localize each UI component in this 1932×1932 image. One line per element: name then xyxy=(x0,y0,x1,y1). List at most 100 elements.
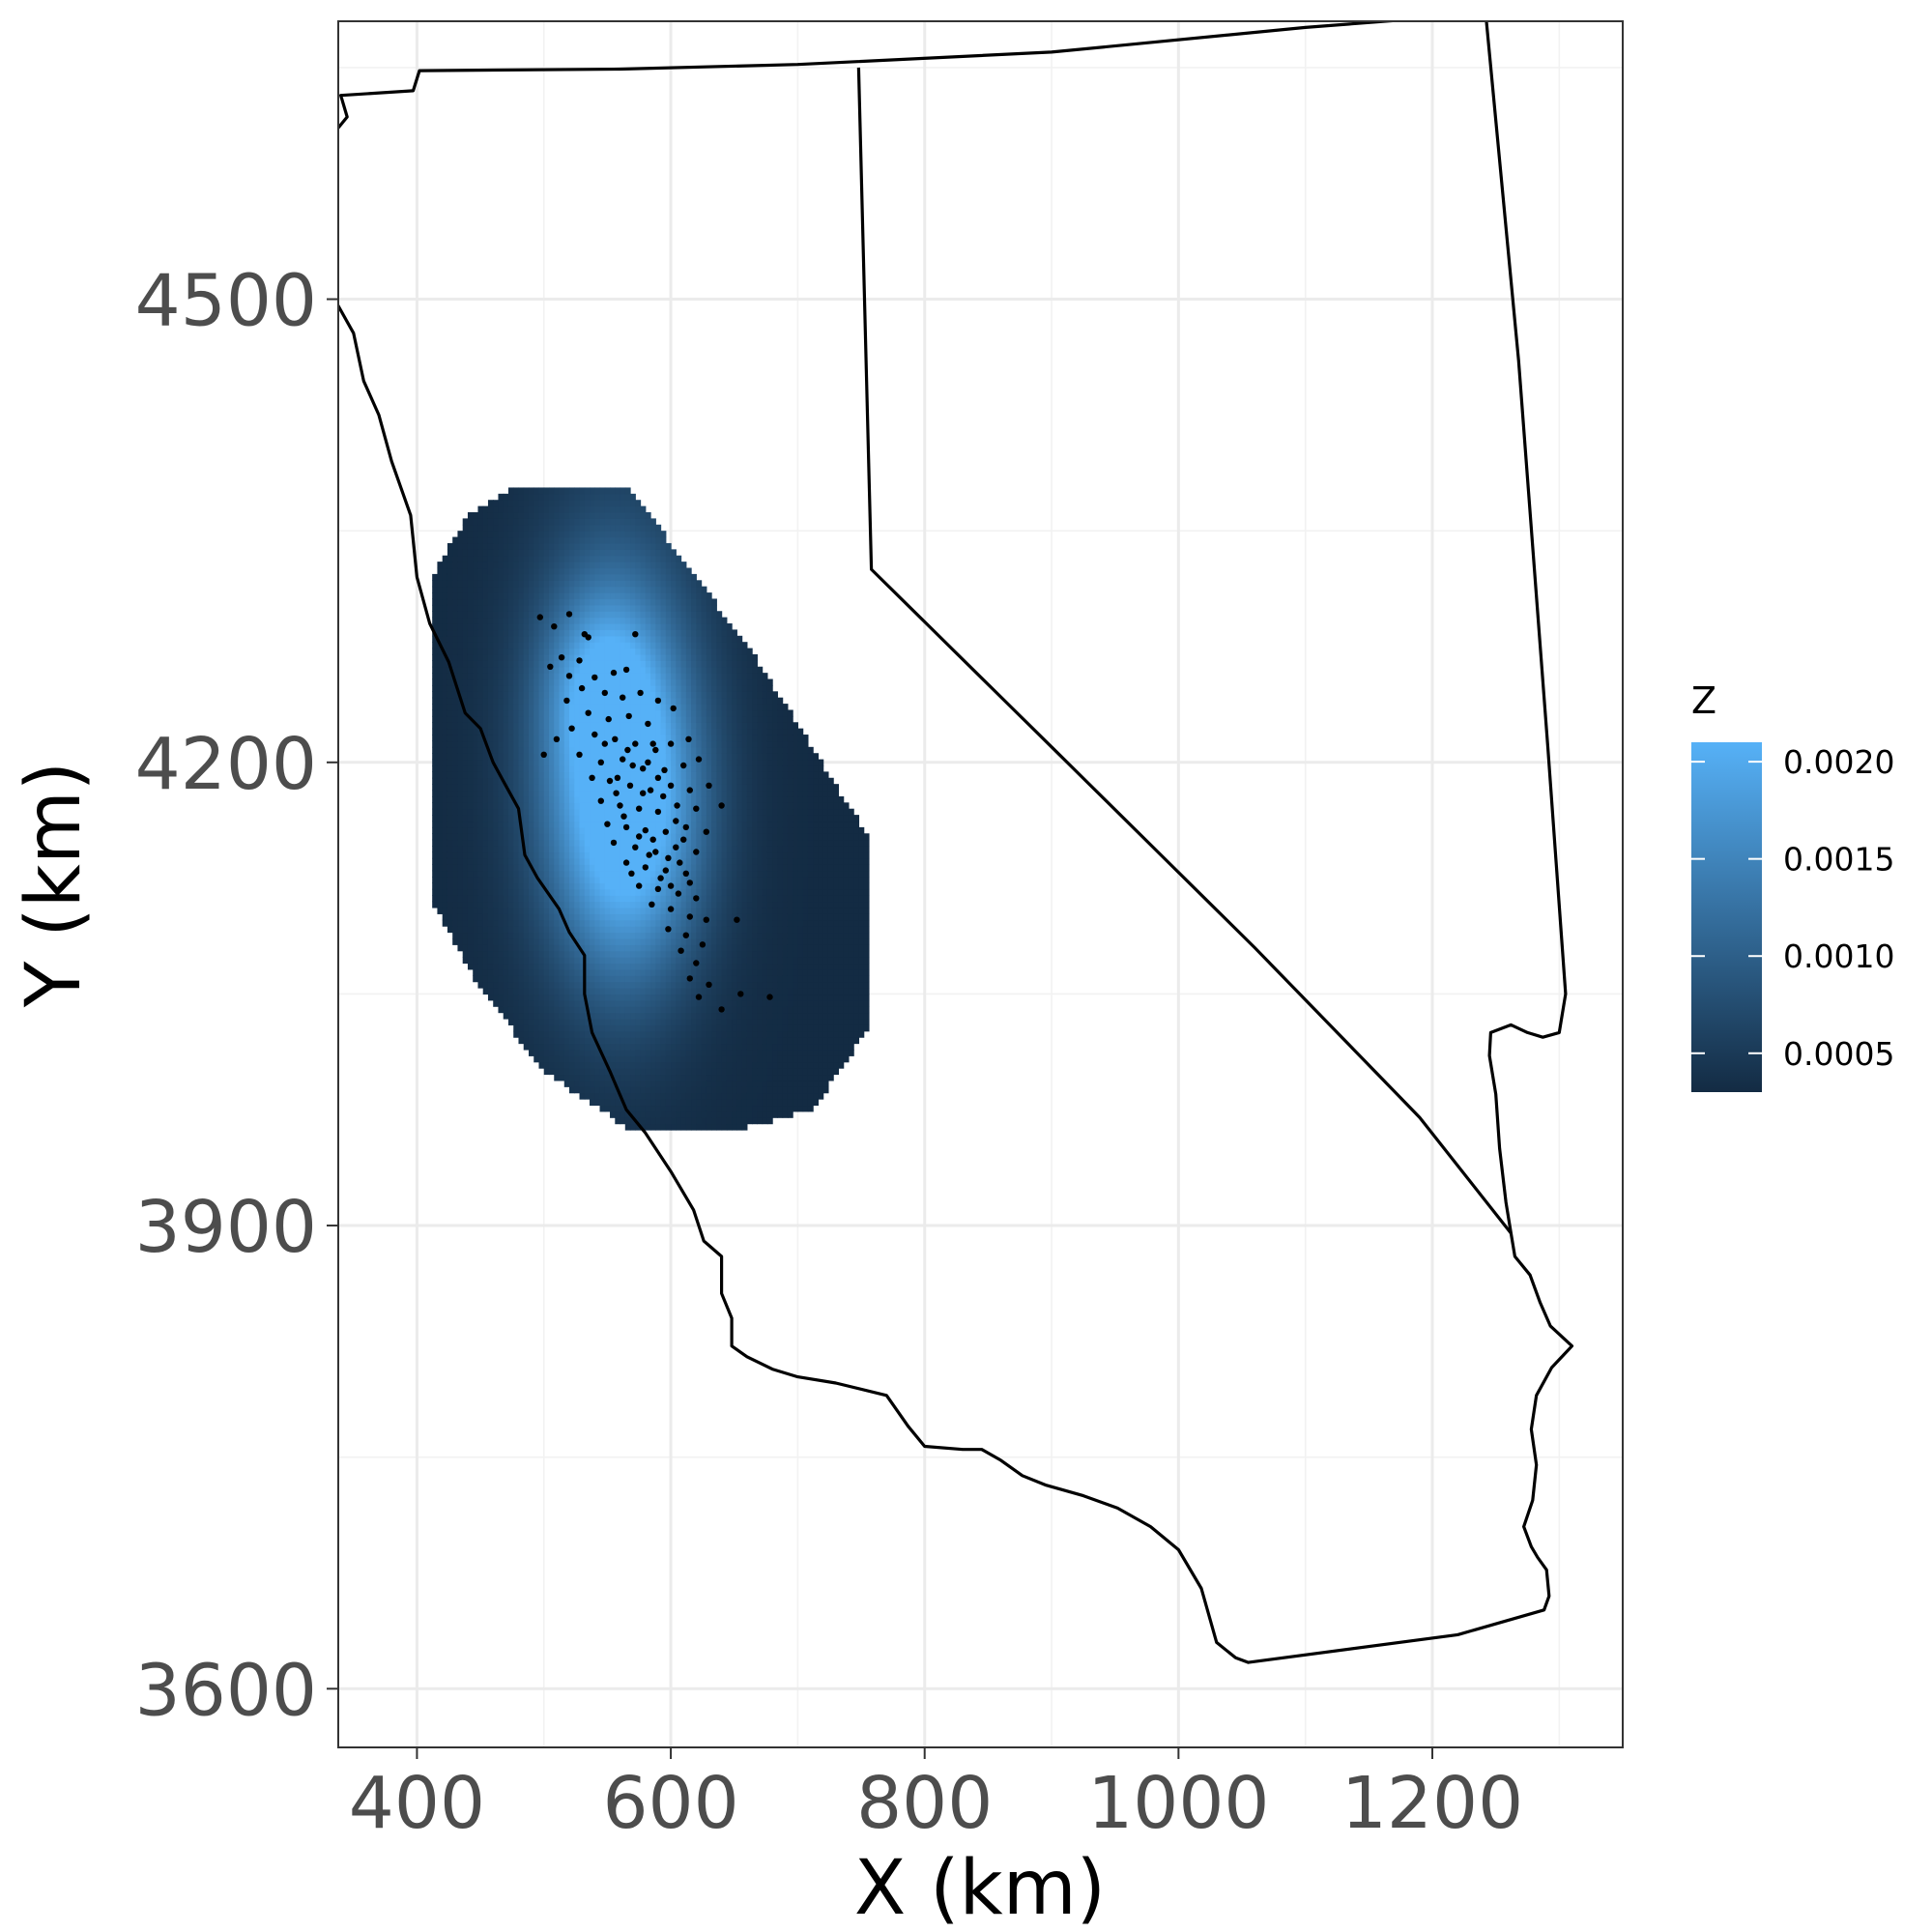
heatmap-cell xyxy=(528,500,534,507)
heatmap-cell xyxy=(493,851,500,859)
heatmap-cell xyxy=(554,673,561,680)
heatmap-cell xyxy=(685,815,692,822)
heatmap-cell xyxy=(462,846,469,853)
heatmap-cell xyxy=(437,795,444,803)
heatmap-cell xyxy=(599,901,606,908)
heatmap-cell xyxy=(676,629,682,637)
heatmap-cell xyxy=(610,790,616,797)
heatmap-cell xyxy=(665,795,672,803)
heatmap-cell xyxy=(691,1123,697,1131)
heatmap-cell xyxy=(594,802,601,810)
heatmap-cell xyxy=(635,753,642,761)
heatmap-cell xyxy=(594,604,601,612)
heatmap-cell xyxy=(624,728,631,735)
heatmap-cell xyxy=(620,968,626,976)
heatmap-cell xyxy=(462,851,469,859)
heatmap-cell xyxy=(640,981,647,989)
heatmap-cell xyxy=(691,1110,697,1118)
heatmap-cell xyxy=(569,704,575,711)
heatmap-cell xyxy=(645,715,651,723)
heatmap-cell xyxy=(549,907,555,914)
heatmap-cell xyxy=(523,981,530,989)
heatmap-cell xyxy=(477,802,484,810)
heatmap-cell xyxy=(442,586,448,593)
heatmap-cell xyxy=(507,1018,514,1025)
heatmap-cell xyxy=(584,815,591,822)
heatmap-cell xyxy=(518,901,525,908)
heatmap-cell xyxy=(615,957,621,965)
heatmap-cell xyxy=(574,950,581,958)
heatmap-cell xyxy=(554,1024,561,1032)
heatmap-cell xyxy=(538,562,545,569)
heatmap-cell xyxy=(610,981,616,989)
heatmap-cell xyxy=(635,968,642,976)
heatmap-cell xyxy=(523,500,530,507)
heatmap-cell xyxy=(691,580,697,588)
heatmap-cell xyxy=(579,790,586,797)
heatmap-cell xyxy=(650,808,656,816)
heatmap-cell xyxy=(493,722,500,730)
heatmap-cell xyxy=(477,691,484,699)
heatmap-cell xyxy=(610,913,616,921)
heatmap-cell xyxy=(604,735,611,742)
heatmap-cell xyxy=(477,764,484,772)
heatmap-cell xyxy=(706,777,712,785)
heatmap-cell xyxy=(574,715,581,723)
heatmap-cell xyxy=(584,1080,591,1087)
heatmap-cell xyxy=(620,623,626,631)
heatmap-cell xyxy=(590,957,595,965)
heatmap-cell xyxy=(543,629,550,637)
heatmap-cell xyxy=(549,1043,555,1051)
heatmap-cell xyxy=(650,771,656,779)
heatmap-cell xyxy=(645,994,651,1001)
heatmap-cell xyxy=(452,895,459,903)
heatmap-cell xyxy=(498,573,505,581)
heatmap-cell xyxy=(610,1080,616,1087)
heatmap-cell xyxy=(620,709,626,717)
heatmap-cell xyxy=(477,617,484,624)
heatmap-cell xyxy=(624,623,631,631)
heatmap-cell xyxy=(650,666,656,674)
heatmap-cell xyxy=(590,678,595,686)
heatmap-cell xyxy=(615,648,621,655)
heatmap-cell xyxy=(594,981,601,989)
heatmap-cell xyxy=(676,1074,682,1081)
heatmap-cell xyxy=(671,821,677,828)
heatmap-cell xyxy=(706,826,712,834)
heatmap-cell xyxy=(498,586,505,593)
heatmap-cell xyxy=(477,926,484,934)
heatmap-cell xyxy=(706,808,712,816)
heatmap-cell xyxy=(579,1086,586,1094)
heatmap-cell xyxy=(477,586,484,593)
heatmap-cell xyxy=(624,957,631,965)
heatmap-cell xyxy=(554,493,561,501)
heatmap-cell xyxy=(640,611,647,619)
heatmap-cell xyxy=(680,580,687,588)
heatmap-cell xyxy=(569,691,575,699)
heatmap-cell xyxy=(630,895,636,903)
heatmap-cell xyxy=(620,1117,626,1125)
heatmap-cell xyxy=(665,728,672,735)
heatmap-cell xyxy=(493,555,500,562)
heatmap-cell xyxy=(676,1024,682,1032)
heatmap-cell xyxy=(518,536,525,544)
heatmap-cell xyxy=(645,821,651,828)
heatmap-cell xyxy=(590,1006,595,1014)
heatmap-cell xyxy=(671,604,677,612)
heatmap-cell xyxy=(696,709,703,717)
heatmap-cell xyxy=(706,1068,712,1076)
heatmap-cell xyxy=(676,666,682,674)
heatmap-cell xyxy=(671,777,677,785)
heatmap-cell xyxy=(650,957,656,965)
heatmap-cell xyxy=(549,994,555,1001)
heatmap-cell xyxy=(584,895,591,903)
heatmap-cell xyxy=(590,833,595,841)
heatmap-cell xyxy=(473,709,479,717)
heatmap-cell xyxy=(538,531,545,538)
heatmap-cell xyxy=(660,1037,667,1045)
heatmap-cell xyxy=(513,932,520,939)
heatmap-cell xyxy=(482,926,489,934)
heatmap-cell xyxy=(533,821,540,828)
heatmap-cell xyxy=(477,518,484,526)
heatmap-cell xyxy=(640,932,647,939)
